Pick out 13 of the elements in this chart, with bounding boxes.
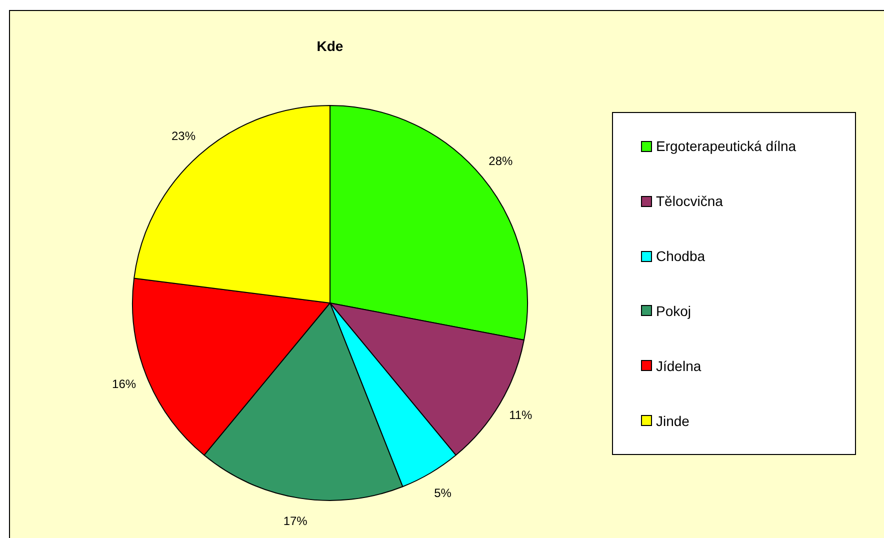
- legend-label: Tělocvična: [656, 193, 723, 210]
- legend-label: Jídelna: [656, 358, 702, 374]
- data-label: 11%: [509, 408, 533, 422]
- legend-label: Ergoterapeutická dílna: [656, 138, 796, 154]
- legend-label: Pokoj: [656, 302, 692, 319]
- data-label: 5%: [434, 486, 452, 500]
- chart-title: Kde: [316, 38, 344, 54]
- data-label: 23%: [172, 129, 196, 144]
- legend-label: Jinde: [656, 412, 690, 429]
- data-label: 17%: [283, 514, 308, 528]
- data-label: 28%: [488, 154, 513, 168]
- legend-label: Chodba: [656, 248, 706, 264]
- data-label: 16%: [112, 376, 136, 391]
